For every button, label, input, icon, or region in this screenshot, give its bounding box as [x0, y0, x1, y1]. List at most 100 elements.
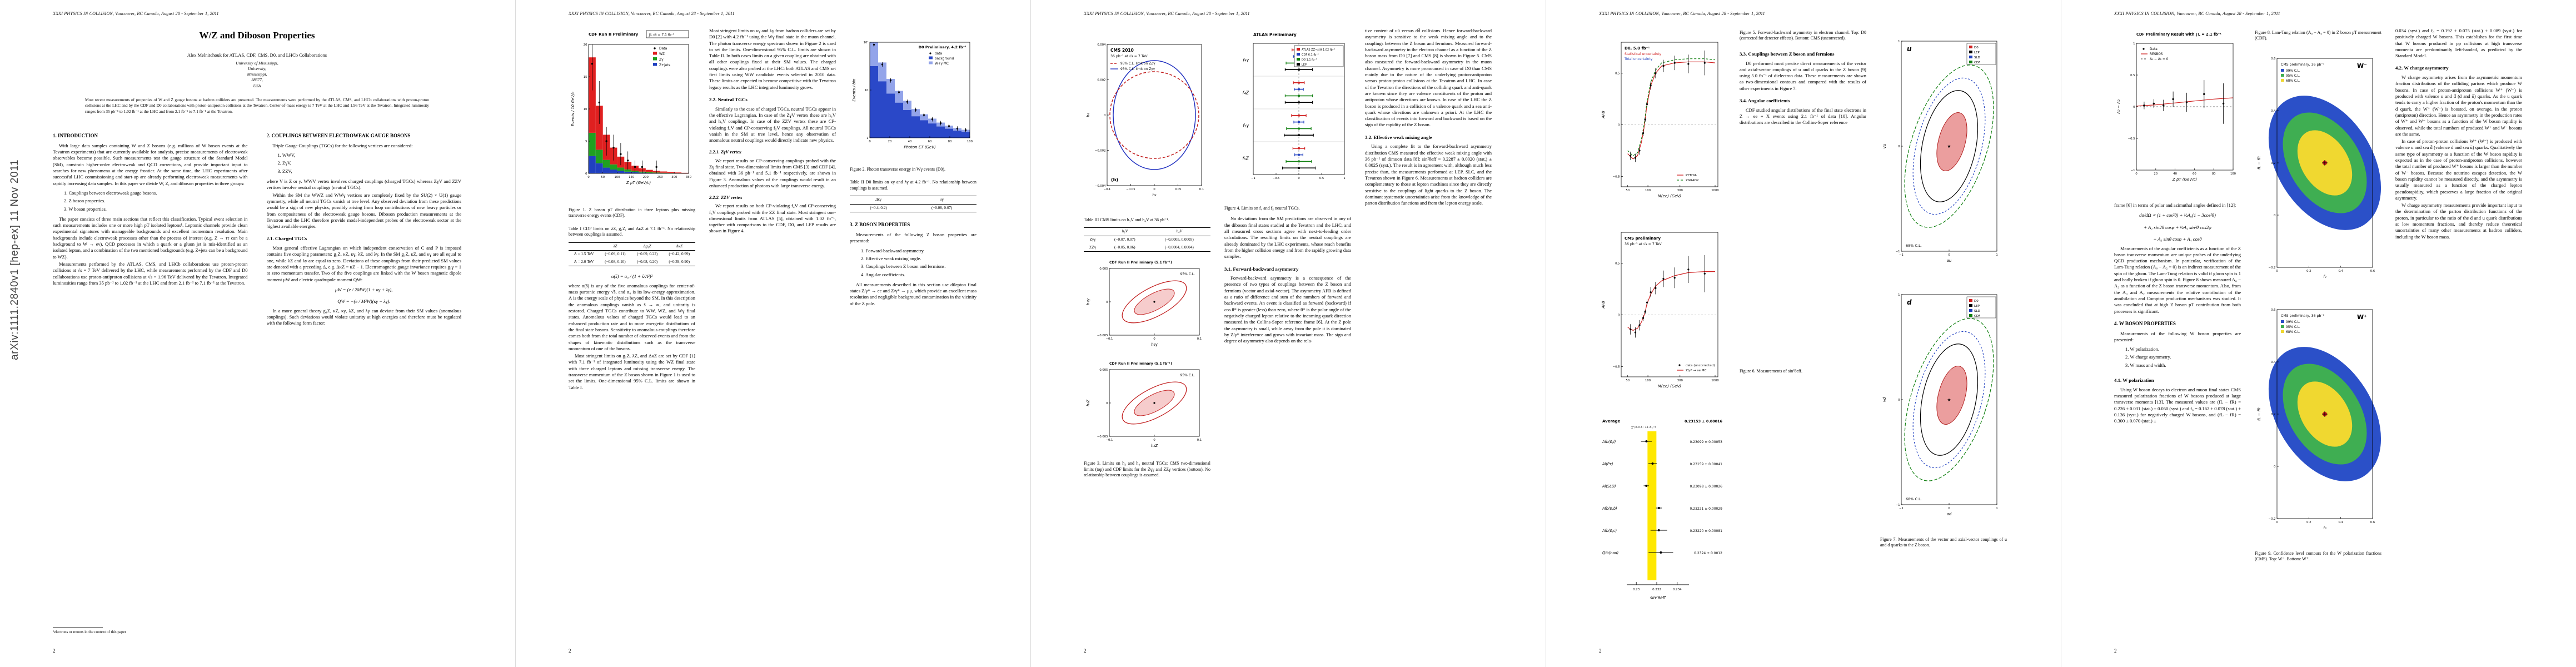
paragraph: Measurements of the angular coefficients…: [2114, 245, 2241, 314]
equation: α(ŝ) = α₀ / (1 + ŝ/Λ²)²: [611, 273, 653, 280]
table-cell: (−0.07, 0.07): [1114, 237, 1135, 242]
abstract: Most recent measurements of properties o…: [85, 97, 429, 114]
svg-text:AFB: AFB: [1601, 301, 1606, 309]
paragraph: No deviations from the SM predictions ar…: [1224, 216, 1351, 260]
svg-text:D0 Preliminary, 4.2 fb⁻¹: D0 Preliminary, 4.2 fb⁻¹: [919, 45, 966, 49]
affiliation-line: 38677,: [251, 77, 263, 83]
svg-text:Z+jets: Z+jets: [659, 63, 670, 67]
svg-text:0.23: 0.23: [1633, 588, 1640, 591]
svg-text:250: 250: [657, 176, 664, 179]
svg-text:0.23220 ± 0.00081: 0.23220 ± 0.00081: [1690, 529, 1723, 533]
section-heading: 3. Z BOSON PROPERTIES: [850, 222, 910, 228]
column-1: CDF Run II Preliminary ∫L dt = 7.1 fb⁻¹ 0 5…: [569, 28, 695, 635]
table-body: Zγγ (−0.07, 0.07) (−0.0005, 0.0005) ZZγ (−0.…: [1084, 236, 1210, 252]
svg-text:−0.005: −0.005: [1097, 334, 1108, 337]
figure-caption: Figure 8. Lam-Tung relation (A₀ − A₂ = 0…: [2255, 30, 2381, 41]
table-row: Λ = 2.0 TeV (−0.08, 0.10) (−0.08, 0.20) (−0…: [569, 258, 695, 266]
svg-text:0.2324 ± 0.0012: 0.2324 ± 0.0012: [1694, 551, 1722, 555]
svg-text:80: 80: [948, 140, 952, 143]
figure-fig6: Average 0.23153 ± 0.00016 χ²/d.o.f.: 11.8 …: [1599, 409, 1726, 625]
svg-text:350: 350: [686, 176, 692, 179]
svg-text:0.004: 0.004: [1097, 43, 1106, 47]
list-item: 2. Effective weak mixing angle.: [861, 256, 921, 261]
column-3: 0.034 (syst.) and f₀ = 0.192 ± 0.075 (st…: [2395, 28, 2522, 635]
svg-text:−0.002: −0.002: [1095, 150, 1106, 153]
svg-text:0.2: 0.2: [2306, 270, 2311, 273]
svg-text:68% C.L.: 68% C.L.: [1906, 243, 1922, 248]
svg-text:0.005: 0.005: [1099, 267, 1108, 271]
svg-text:A₀ − A₂: A₀ − A₂: [2116, 99, 2121, 115]
page-2: XXXI PHYSICS IN COLLISION, Vancouver, BC…: [515, 0, 1030, 667]
svg-text:Events / bin: Events / bin: [852, 78, 856, 101]
svg-text:CMS preliminary: CMS preliminary: [1625, 236, 1661, 241]
svg-text:80: 80: [2212, 172, 2216, 176]
svg-text:0: 0: [1618, 124, 1620, 127]
paragraph: All measurements described in this secti…: [850, 281, 976, 306]
affiliation-line: University,: [248, 66, 266, 72]
svg-text:vd: vd: [1882, 397, 1887, 402]
svg-text:Data: Data: [2150, 48, 2158, 51]
page-number: 2: [2114, 648, 2117, 654]
paragraph: Most general effective Lagrangian on whi…: [266, 245, 462, 282]
table-cell: Zγγ: [1089, 237, 1096, 242]
paragraph: The paper consists of three main section…: [53, 216, 248, 260]
svg-text:−0.5: −0.5: [1613, 365, 1620, 369]
svg-text:d: d: [1907, 298, 1912, 306]
svg-text:20: 20: [584, 43, 587, 47]
figure-fig7u: ★ −1 0 1 −1 0 1 au vu u D0 LEP SLD CDF 68% C.L.: [1880, 29, 2007, 280]
figure-fig7d: ★ −1 0 1 −1 0 1 ad vd d D0 LEP SLD CDF 68% C.L.: [1880, 282, 2007, 534]
affiliation: University of Mississippi, University, Mis…: [53, 61, 461, 89]
svg-text:f₀: f₀: [2323, 526, 2326, 530]
subsection-heading: 2.2. Neutral TGCs: [709, 96, 748, 102]
ordered-list: 1. W polarization. 2. W charge asymmetry.…: [2125, 346, 2241, 370]
column-3: 0 20 40 60 80 100 1 10 10² Photon ET (GeV) Events …: [850, 28, 976, 635]
svg-text:0: 0: [1898, 145, 1900, 148]
table-head: λZ Δg₁Z ΔκZ: [569, 242, 695, 251]
svg-text:Data: Data: [659, 47, 667, 51]
table-header-cell: h₄V: [1176, 229, 1183, 234]
svg-text:150: 150: [629, 176, 635, 179]
svg-text:50: 50: [1626, 189, 1630, 192]
table-cell: Λ = 2.0 TeV: [574, 259, 594, 264]
svg-text:Photon ET (GeV): Photon ET (GeV): [904, 145, 936, 150]
list-item: 1. WWV,: [277, 152, 296, 158]
figure-fig3cdf1: CDF Run II Preliminary (5.1 fb⁻¹) −0.1 0 0.…: [1084, 257, 1210, 356]
svg-text:Qfb(had): Qfb(had): [1602, 551, 1618, 555]
paragraph: W charge asymmetry arises from the asymm…: [2395, 74, 2522, 137]
ordered-list: 1. Forward-backward asymmetry. 2. Effecti…: [861, 248, 976, 280]
svg-text:LEP: LEP: [1974, 51, 1980, 54]
svg-text:0: 0: [1106, 402, 1108, 405]
svg-text:0: 0: [869, 140, 871, 143]
svg-text:0: 0: [1948, 507, 1950, 510]
svg-text:100: 100: [967, 140, 973, 143]
paragraph: Triple Gauge Couplings (TGCs) for the fo…: [272, 142, 413, 148]
svg-text:68% C.L.: 68% C.L.: [1906, 497, 1922, 501]
list-item: 3. Couplings between Z boson and fermion…: [861, 263, 946, 270]
svg-text:Statistical uncertainty: Statistical uncertainty: [1625, 52, 1661, 56]
figure-fig9p: 0 0.2 0.4 0.6 −0.2 0 0.2 0.4 0.6 f₀ fL − fR W⁺ CMS p…: [2255, 298, 2381, 547]
svg-text:1: 1: [1343, 177, 1345, 180]
paragraph: where V is Z or γ. WWV vertex involves c…: [266, 178, 462, 191]
table-body: (−0.4, 0.2) (−0.08, 0.07): [850, 204, 976, 212]
table-cell: (−0.09, 0.22): [636, 252, 658, 257]
svg-text:0.1: 0.1: [1197, 337, 1202, 341]
list-item: 2. Z boson properties.: [64, 198, 106, 204]
page-5: XXXI PHYSICS IN COLLISION, Vancouver, BC…: [2061, 0, 2576, 667]
column-2: Most stringent limits on κγ and λγ from …: [709, 28, 836, 635]
svg-text:0: 0: [1618, 314, 1620, 317]
list-item: 1. Couplings between electroweak gauge b…: [64, 190, 157, 196]
figure-caption: Figure 7. Measurements of the vector and…: [1880, 537, 2007, 548]
figure-fig1: CDF Run II Preliminary ∫L dt = 7.1 fb⁻¹ 0 5…: [569, 29, 695, 204]
running-header: XXXI PHYSICS IN COLLISION, Vancouver, BC…: [569, 11, 735, 16]
table-cell: (−0.4, 0.2): [870, 205, 887, 210]
svg-text:300: 300: [1677, 379, 1683, 382]
paper-title: W/Z and Diboson Properties: [199, 30, 315, 41]
column-2: Figure 8. Lam-Tung relation (A₀ − A₂ = 0…: [2255, 28, 2381, 635]
svg-text:0.4: 0.4: [2338, 521, 2343, 524]
page-number: 2: [569, 648, 571, 654]
table-block: Table I CDF limits on λZ, g₁Z, and ΔκZ a…: [569, 223, 695, 271]
svg-text:W⁻: W⁻: [2357, 62, 2367, 69]
table-row: Zγγ (−0.07, 0.07) (−0.0005, 0.0005): [1084, 236, 1210, 244]
paragraph: Measurements of the following Z boson pr…: [850, 232, 976, 244]
